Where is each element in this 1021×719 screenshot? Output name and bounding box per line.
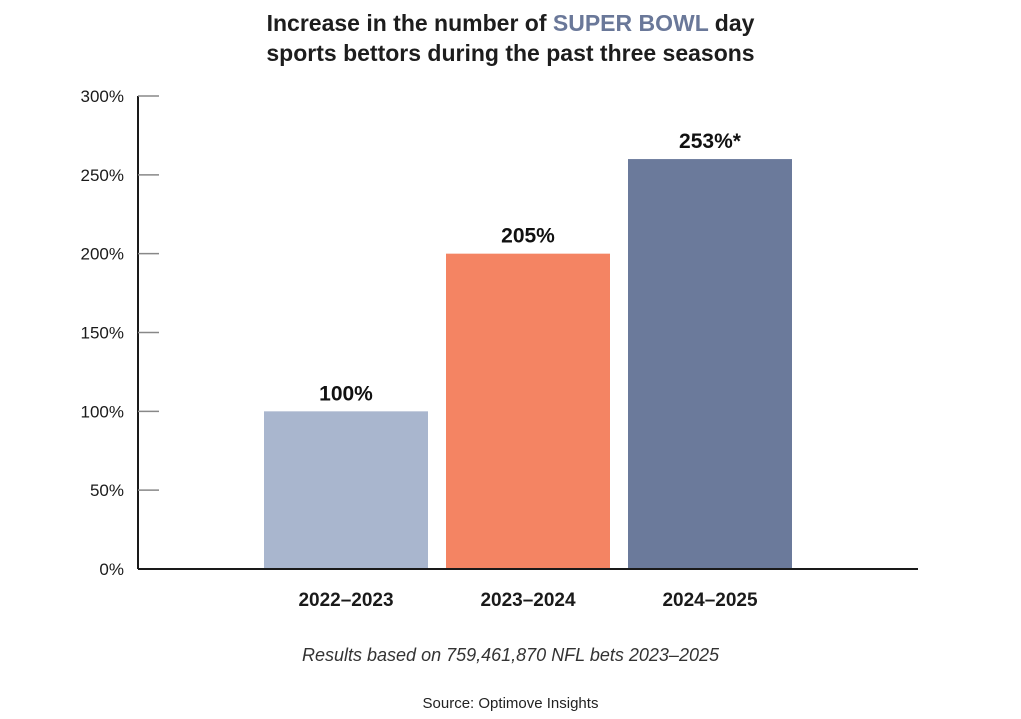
data-label-2: 205% bbox=[501, 225, 555, 248]
x-category-label-1: 2022–2023 bbox=[298, 590, 393, 611]
y-tick-label: 100% bbox=[81, 402, 124, 421]
y-tick-label: 150% bbox=[81, 324, 124, 343]
bar-1 bbox=[264, 411, 428, 569]
chart-source: Source: Optimove Insights bbox=[422, 695, 599, 712]
title-accent: SUPER BOWL bbox=[552, 10, 709, 36]
y-tick-label: 300% bbox=[81, 87, 124, 106]
title-part1: Increase in the number of bbox=[266, 10, 553, 36]
bar-2 bbox=[446, 253, 610, 569]
chart-title: Increase in the number of SUPER BOWL day… bbox=[0, 8, 1021, 68]
chart-note: Results based on 759,461,870 NFL bets 20… bbox=[302, 645, 719, 665]
bar-3 bbox=[628, 159, 792, 570]
x-category-label-2: 2023–2024 bbox=[480, 590, 576, 611]
data-label-3: 253%* bbox=[679, 130, 742, 153]
data-label-1: 100% bbox=[319, 382, 373, 405]
title-part2: day bbox=[708, 10, 755, 36]
y-tick-label: 200% bbox=[81, 245, 124, 264]
y-tick-label: 50% bbox=[90, 481, 124, 500]
y-tick-label: 0% bbox=[99, 560, 124, 579]
y-tick-label: 250% bbox=[81, 166, 124, 185]
x-category-label-3: 2024–2025 bbox=[662, 590, 758, 611]
title-line2: sports bettors during the past three sea… bbox=[266, 40, 755, 66]
